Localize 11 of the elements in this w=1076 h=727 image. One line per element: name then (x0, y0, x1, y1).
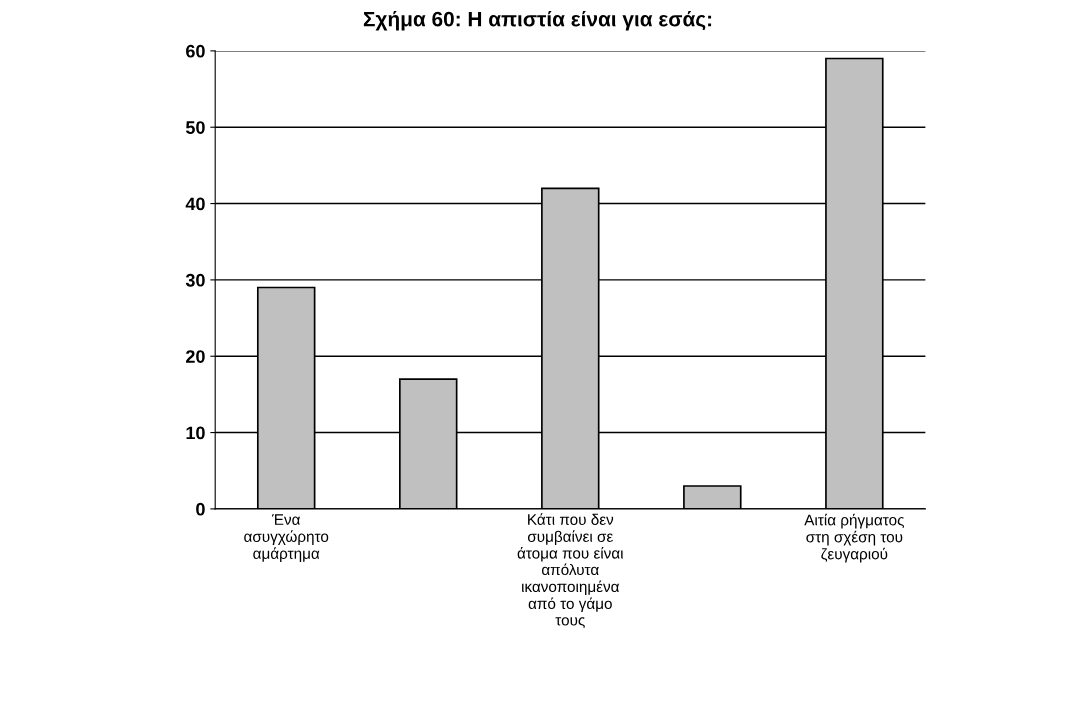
chart-title: Σχήμα 60: Η απιστία είναι για εσάς: (363, 10, 712, 31)
y-tick-label: 0 (196, 502, 205, 516)
y-tick-label: 40 (185, 197, 205, 211)
x-tick-label: Ένα ασυγχώρητο αμάρτημα (244, 514, 329, 562)
x-tick-label: Αιτία ρήγματος στη σχέση του ζευγαριού (804, 513, 904, 563)
y-tick-label: 60 (186, 44, 205, 58)
y-tick-label: 30 (185, 273, 205, 287)
y-tick-label: 50 (185, 121, 205, 134)
x-tick-label: Κάτι που δεν συμβαίνει σε άτομα που είναι απόλυτα ικανοποιημένα από το γάμο τους (517, 513, 624, 629)
y-tick-label: 10 (186, 426, 205, 440)
y-tick-label: 20 (186, 350, 205, 363)
